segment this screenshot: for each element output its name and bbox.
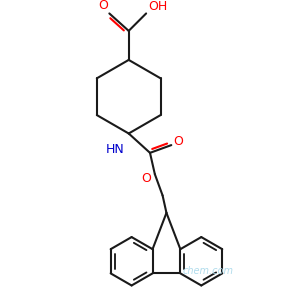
Text: O: O	[99, 0, 109, 12]
Text: OH: OH	[148, 0, 167, 13]
Text: O: O	[141, 172, 151, 185]
Text: O: O	[173, 135, 183, 148]
Text: HN: HN	[106, 143, 124, 156]
Text: chem.com: chem.com	[183, 266, 234, 276]
